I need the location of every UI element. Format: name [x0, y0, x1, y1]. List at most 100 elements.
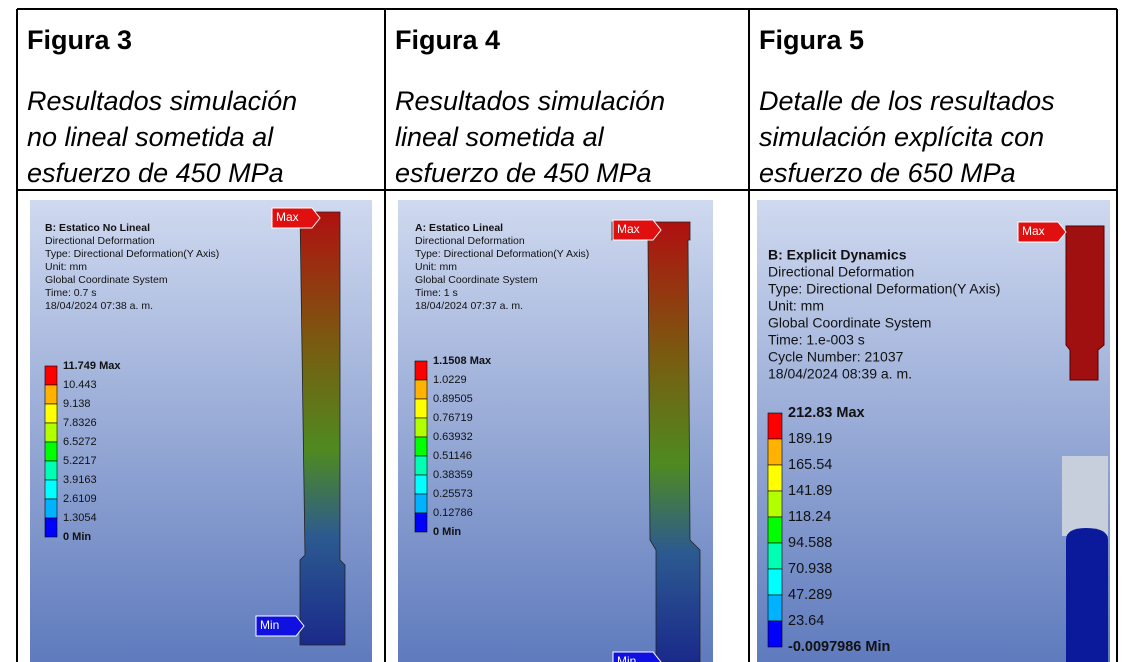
legend-swatch: [768, 543, 782, 569]
legend-label: 0 Min: [63, 531, 91, 543]
figure-caption: Resultados simulación: [27, 86, 297, 116]
legend-swatch: [768, 465, 782, 491]
legend-swatch: [768, 491, 782, 517]
legend-swatch: [45, 404, 57, 423]
legend-swatch: [45, 385, 57, 404]
specimen: [300, 212, 345, 645]
image-info: Type: Directional Deformation(Y Axis): [45, 248, 219, 260]
legend-swatch: [45, 366, 57, 385]
image-info: Global Coordinate System: [768, 315, 931, 331]
legend-label: 6.5272: [63, 436, 97, 448]
figure-caption: no lineal sometida al: [27, 122, 274, 152]
figure-caption: simulación explícita con: [759, 122, 1044, 152]
image-info: Cycle Number: 21037: [768, 349, 904, 365]
figure-label: Figura 5: [759, 25, 864, 55]
legend-label: 94.588: [788, 535, 832, 551]
legend-label: 0.63932: [433, 431, 473, 443]
legend-label: 0.89505: [433, 393, 473, 405]
legend-swatch: [45, 442, 57, 461]
probe-tag-text: Min: [617, 654, 636, 662]
legend-swatch: [415, 437, 427, 456]
figure-caption: esfuerzo de 450 MPa: [27, 158, 284, 188]
legend-swatch: [45, 499, 57, 518]
figure-caption: Resultados simulación: [395, 86, 665, 116]
image-info: 18/04/2024 07:38 a. m.: [45, 300, 153, 312]
legend-swatch: [768, 439, 782, 465]
legend-label: 1.1508 Max: [433, 355, 492, 367]
legend-label: 212.83 Max: [788, 405, 865, 421]
image-info: Unit: mm: [415, 261, 457, 273]
legend-label: 1.0229: [433, 374, 467, 386]
legend-swatch: [415, 418, 427, 437]
legend-swatch: [415, 494, 427, 513]
legend-label: 2.6109: [63, 493, 97, 505]
legend-swatch: [768, 517, 782, 543]
image-info: 18/04/2024 08:39 a. m.: [768, 366, 912, 382]
image-title: B: Estatico No Lineal: [45, 222, 150, 234]
figure-caption: Detalle de los resultados: [759, 86, 1055, 116]
legend-swatch: [45, 423, 57, 442]
image-info: Time: 0.7 s: [45, 287, 97, 299]
image-title: B: Explicit Dynamics: [768, 247, 907, 263]
specimen: [1066, 528, 1108, 662]
specimen: [1062, 456, 1108, 536]
image-info: Type: Directional Deformation(Y Axis): [768, 281, 1000, 297]
legend-swatch: [45, 518, 57, 537]
image-info: 18/04/2024 07:37 a. m.: [415, 300, 523, 312]
legend-label: 0.76719: [433, 412, 473, 424]
legend-swatch: [768, 621, 782, 647]
legend-label: 165.54: [788, 457, 832, 473]
legend-label: 118.24: [788, 509, 831, 525]
legend-label: 23.64: [788, 613, 824, 629]
legend-label: 189.19: [788, 431, 832, 447]
image-info: Time: 1 s: [415, 287, 458, 299]
legend-label: 0.38359: [433, 469, 473, 481]
image-info: Directional Deformation: [415, 235, 525, 247]
legend-label: 0.51146: [433, 450, 472, 462]
image-info: Directional Deformation: [768, 264, 914, 280]
legend-label: 70.938: [788, 561, 832, 577]
image-info: Unit: mm: [768, 298, 824, 314]
legend-label: 47.289: [788, 587, 832, 603]
legend-swatch: [768, 595, 782, 621]
image-info: Global Coordinate System: [415, 274, 538, 286]
legend-swatch: [45, 480, 57, 499]
legend-label: 5.2217: [63, 455, 97, 467]
legend-label: 0 Min: [433, 526, 461, 538]
image-info: Time: 1.e-003 s: [768, 332, 865, 348]
image-info: Directional Deformation: [45, 235, 155, 247]
legend-swatch: [415, 513, 427, 532]
legend-label: -0.0097986 Min: [788, 639, 890, 655]
image-info: Type: Directional Deformation(Y Axis): [415, 248, 589, 260]
probe-tag-text: Max: [276, 210, 299, 224]
legend-swatch: [415, 380, 427, 399]
legend-swatch: [415, 475, 427, 494]
probe-tag-text: Max: [1022, 224, 1045, 238]
legend-swatch: [415, 361, 427, 380]
legend-label: 0.25573: [433, 488, 473, 500]
legend-label: 141.89: [788, 483, 832, 499]
legend-swatch: [415, 456, 427, 475]
figure-label: Figura 3: [27, 25, 132, 55]
legend-label: 0.12786: [433, 507, 473, 519]
image-title: A: Estatico Lineal: [415, 222, 503, 234]
legend-swatch: [415, 399, 427, 418]
figure-caption: esfuerzo de 650 MPa: [759, 158, 1016, 188]
figure-caption: lineal sometida al: [395, 122, 605, 152]
legend-label: 10.443: [63, 379, 97, 391]
legend-label: 1.3054: [63, 512, 97, 524]
image-info: Unit: mm: [45, 261, 87, 273]
image-info: Global Coordinate System: [45, 274, 168, 286]
legend-label: 3.9163: [63, 474, 97, 486]
legend-label: 7.8326: [63, 417, 97, 429]
probe-tag-text: Min: [260, 618, 279, 632]
legend-swatch: [768, 413, 782, 439]
figure-caption: esfuerzo de 450 MPa: [395, 158, 652, 188]
legend-label: 9.138: [63, 398, 91, 410]
document-page: Figura 3 Resultados simulación no lineal s…: [0, 0, 1133, 662]
figure-label: Figura 4: [395, 25, 500, 55]
legend-swatch: [45, 461, 57, 480]
legend-label: 11.749 Max: [63, 360, 121, 372]
probe-tag-text: Max: [617, 222, 640, 236]
specimen: [1066, 226, 1104, 380]
